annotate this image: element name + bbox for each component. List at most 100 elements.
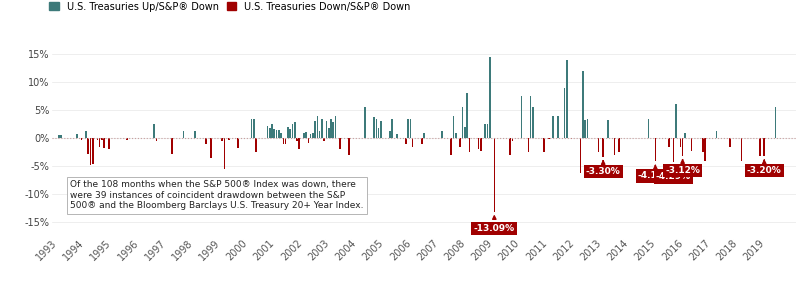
Bar [607, 120, 609, 138]
Bar [466, 93, 468, 138]
Bar [668, 138, 670, 146]
Bar [582, 71, 583, 138]
Bar [512, 138, 514, 141]
Bar [314, 121, 316, 138]
Text: -3.20%: -3.20% [747, 160, 782, 175]
Bar [564, 87, 566, 138]
Bar [278, 130, 280, 138]
Bar [312, 133, 314, 138]
Bar [480, 138, 482, 150]
Bar [478, 138, 479, 150]
Bar [81, 138, 82, 140]
Bar [58, 135, 59, 138]
Bar [716, 131, 718, 138]
Bar [126, 138, 128, 140]
Bar [271, 124, 273, 138]
Bar [598, 138, 599, 152]
Bar [155, 138, 157, 141]
Bar [323, 138, 325, 141]
Bar [684, 133, 686, 138]
Bar [679, 138, 681, 146]
Bar [489, 57, 490, 138]
Bar [255, 138, 257, 152]
Bar [462, 107, 463, 138]
Bar [364, 107, 366, 138]
Bar [702, 138, 704, 152]
Legend: U.S. Treasuries Up/S&P® Down, U.S. Treasuries Down/S&P® Down: U.S. Treasuries Up/S&P® Down, U.S. Treas… [50, 2, 410, 12]
Bar [396, 134, 398, 138]
Bar [292, 124, 294, 138]
Bar [405, 138, 406, 144]
Bar [319, 131, 321, 138]
Bar [374, 117, 375, 138]
Bar [648, 119, 650, 138]
Bar [334, 116, 336, 138]
Text: Of the 108 months when the S&P 500® Index was down, there
were 39 instances of c: Of the 108 months when the S&P 500® Inde… [70, 180, 364, 210]
Bar [691, 138, 693, 150]
Bar [339, 138, 341, 150]
Bar [391, 119, 393, 138]
Bar [310, 134, 311, 138]
Bar [266, 126, 268, 138]
Bar [92, 138, 94, 164]
Bar [532, 107, 534, 138]
Bar [548, 138, 550, 139]
Bar [442, 131, 443, 138]
Bar [303, 133, 305, 138]
Text: -3.12%: -3.12% [665, 160, 700, 175]
Bar [682, 138, 683, 156]
Bar [618, 138, 620, 152]
Bar [705, 138, 706, 161]
Bar [586, 119, 588, 138]
Bar [171, 138, 173, 154]
Bar [730, 138, 731, 146]
Bar [274, 129, 275, 138]
Bar [453, 116, 454, 138]
Bar [486, 124, 488, 138]
Bar [86, 131, 87, 138]
Bar [378, 128, 379, 138]
Bar [108, 138, 110, 150]
Bar [389, 131, 390, 138]
Bar [222, 138, 223, 141]
Bar [154, 124, 155, 138]
Bar [407, 119, 409, 138]
Bar [87, 138, 89, 154]
Bar [741, 138, 742, 161]
Bar [282, 138, 284, 144]
Bar [287, 127, 289, 138]
Bar [333, 122, 334, 138]
Bar [99, 138, 101, 147]
Bar [774, 107, 776, 138]
Bar [553, 116, 554, 138]
Bar [317, 116, 318, 138]
Bar [543, 138, 545, 152]
Bar [210, 138, 211, 158]
Bar [182, 131, 184, 138]
Text: -4.14%: -4.14% [638, 165, 673, 181]
Bar [530, 96, 531, 138]
Text: -4.29%: -4.29% [656, 166, 691, 181]
Bar [296, 138, 298, 141]
Bar [298, 138, 300, 150]
Bar [570, 138, 572, 139]
Bar [459, 138, 461, 146]
Bar [101, 138, 102, 140]
Text: -13.09%: -13.09% [474, 216, 515, 233]
Bar [326, 121, 327, 138]
Bar [251, 119, 253, 138]
Bar [321, 119, 322, 138]
Bar [223, 138, 225, 169]
Bar [566, 60, 568, 138]
Bar [290, 129, 291, 138]
Bar [494, 138, 495, 212]
Bar [584, 120, 586, 138]
Bar [412, 138, 414, 146]
Bar [423, 133, 425, 138]
Bar [614, 138, 615, 155]
Bar [510, 138, 511, 155]
Bar [60, 135, 62, 138]
Bar [580, 138, 582, 173]
Bar [485, 124, 486, 138]
Bar [450, 138, 452, 155]
